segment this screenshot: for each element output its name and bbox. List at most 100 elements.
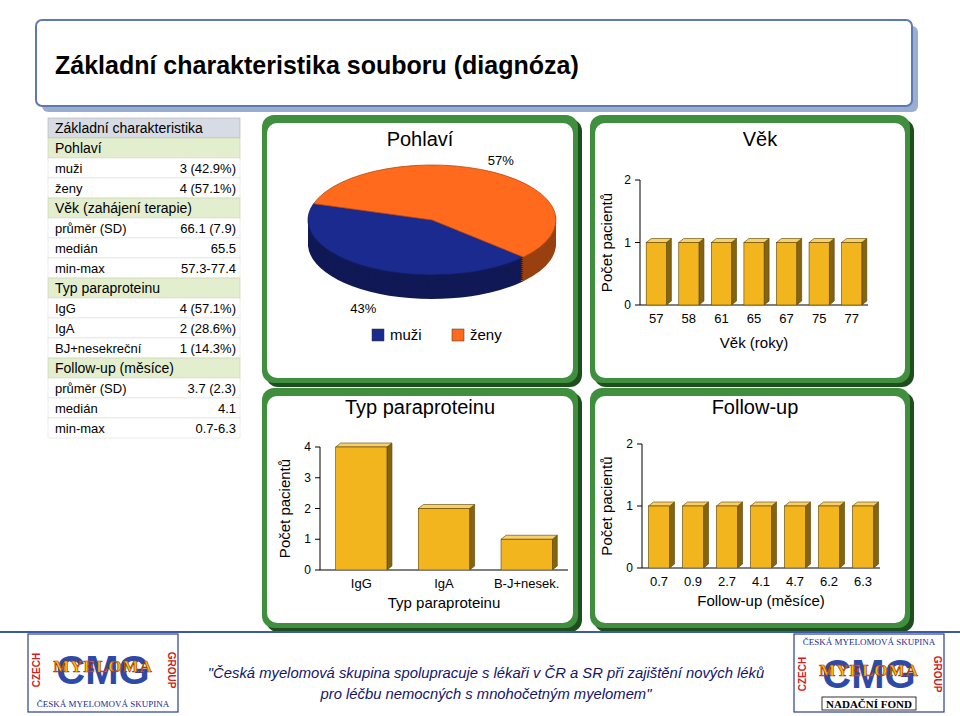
table-row — [48, 158, 240, 178]
y-tick-label: 4 — [304, 440, 311, 454]
panel-frame — [262, 115, 578, 383]
bar-side — [862, 239, 867, 306]
logo-country: CZECH — [797, 657, 808, 691]
table-row — [48, 398, 240, 418]
y-tick-label: 2 — [626, 437, 633, 451]
table-row — [48, 258, 240, 278]
logo-box — [794, 634, 944, 712]
bar-side — [704, 502, 709, 568]
table-cell: 4.1 — [218, 401, 236, 416]
bar — [750, 506, 771, 568]
bar-top — [818, 502, 844, 506]
table-cell: 1 (14.3%) — [180, 341, 236, 356]
table-cell: min-max — [55, 421, 105, 436]
x-tick-label: 6.3 — [854, 574, 872, 589]
y-tick-label: 1 — [304, 532, 311, 546]
bar — [501, 539, 552, 570]
bar — [646, 243, 666, 306]
x-tick-label: 0.7 — [650, 574, 668, 589]
legend-swatch — [452, 329, 464, 341]
y-axis-label: Počet pacientů — [276, 459, 293, 558]
panel-frame — [590, 388, 910, 628]
bar — [852, 506, 873, 568]
bars — [646, 239, 867, 306]
y-tick — [635, 242, 640, 243]
y-tick-label: 3 — [304, 471, 311, 485]
x-axis-label: Typ paraproteinu — [388, 594, 501, 611]
chart-title: Věk — [743, 128, 778, 150]
y-axis — [640, 180, 641, 305]
logo-group: GROUP — [166, 652, 177, 689]
y-tick-label: 2 — [624, 173, 631, 187]
table-cell: medián — [55, 401, 98, 416]
x-tick-label: 2.7 — [718, 574, 736, 589]
table-cell: IgG — [55, 301, 76, 316]
bar-side — [387, 443, 392, 570]
y-axis — [642, 444, 643, 568]
bar — [842, 243, 862, 306]
logo-group: GROUP — [932, 656, 943, 693]
panel-body — [595, 123, 905, 378]
legend-label: ženy — [470, 326, 502, 343]
bar-top — [646, 239, 671, 243]
table-row — [48, 418, 240, 438]
bar — [418, 509, 469, 571]
x-axis-label: Věk (roky) — [720, 334, 788, 351]
data-label: 43% — [350, 301, 376, 316]
bar — [744, 243, 764, 306]
bar-top — [809, 239, 834, 243]
bar-top — [852, 502, 878, 506]
panel-shadow — [594, 119, 914, 387]
bar — [648, 506, 669, 568]
x-tick-label: 4.1 — [752, 574, 770, 589]
bar-top — [682, 502, 708, 506]
logo-caption: ČESKÁ MYELOMOVÁ SKUPINA — [803, 637, 936, 647]
logo-name: MYELOMA — [53, 657, 153, 676]
data-label: 57% — [488, 153, 514, 168]
panel-frame — [262, 388, 578, 628]
footer-text: "Česká myelomová skupina spolupracuje s … — [208, 665, 764, 681]
y-axis-label: Počet pacientů — [598, 193, 615, 292]
pie-slice — [314, 165, 556, 257]
table-section-cell — [48, 138, 240, 158]
table-section-title: Follow-up (měsíce) — [55, 360, 174, 376]
y-tick — [637, 444, 642, 445]
slide: Základní charakteristika souboru (diagnó… — [0, 0, 960, 716]
bar-top — [750, 502, 776, 506]
table-row — [48, 238, 240, 258]
bar-side — [840, 502, 845, 568]
table-cell: 2 (28.6%) — [180, 321, 236, 336]
table-cell: BJ+nesekreční — [55, 341, 142, 356]
table-header-cell — [48, 118, 240, 138]
panel-body — [595, 396, 905, 623]
y-tick-label: 1 — [626, 499, 633, 513]
bar-top — [776, 239, 801, 243]
x-tick-label: 67 — [779, 311, 793, 326]
table-cell: 3 (42.9%) — [180, 161, 236, 176]
y-tick — [635, 305, 640, 306]
chart-title: Typ paraproteinu — [345, 396, 495, 418]
x-tick-label: 4.7 — [786, 574, 804, 589]
x-tick-label: 61 — [714, 311, 728, 326]
y-tick — [315, 570, 320, 571]
table-cell: ženy — [55, 181, 83, 196]
slide-title: Základní charakteristika souboru (diagnó… — [55, 51, 579, 79]
legend-label: muži — [390, 326, 422, 343]
table-cell: 65.5 — [211, 241, 236, 256]
x-axis-label: Follow-up (měsíce) — [697, 592, 825, 609]
y-tick — [637, 568, 642, 569]
table-section-title: Pohlaví — [55, 140, 102, 156]
y-tick-label: 0 — [304, 563, 311, 577]
footer-line — [0, 631, 960, 633]
bar-top — [336, 443, 392, 447]
bar — [336, 447, 387, 570]
x-tick-label: 75 — [812, 311, 826, 326]
chart-title: Follow-up — [712, 396, 799, 418]
table-row — [48, 298, 240, 318]
panel-frame — [590, 115, 910, 383]
bar-side — [764, 239, 769, 306]
table-cell: IgA — [55, 321, 75, 336]
table-row — [48, 378, 240, 398]
bar-top — [784, 502, 810, 506]
panel-shadow — [266, 119, 582, 387]
